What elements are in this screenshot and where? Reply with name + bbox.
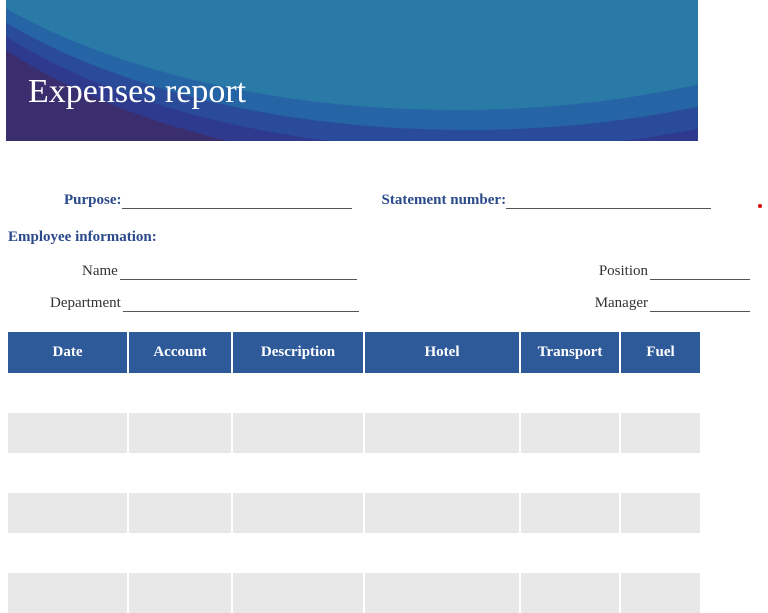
cell[interactable] (620, 573, 700, 613)
cell[interactable] (128, 493, 232, 533)
employee-info-label: Employee information: (8, 229, 760, 246)
cell[interactable] (620, 533, 700, 573)
cell[interactable] (8, 573, 128, 613)
name-field: Name (82, 262, 357, 280)
cell[interactable] (8, 373, 128, 413)
statement-label: Statement number: (382, 192, 507, 209)
position-label: Position (599, 263, 648, 280)
table-body (8, 373, 700, 613)
cell[interactable] (520, 453, 620, 493)
cell[interactable] (620, 413, 700, 453)
cell[interactable] (8, 533, 128, 573)
form-row-dept: Department Manager (8, 294, 760, 312)
cell[interactable] (364, 493, 520, 533)
cell[interactable] (364, 573, 520, 613)
purpose-field: Purpose: (64, 191, 352, 209)
cell[interactable] (232, 573, 364, 613)
name-label: Name (82, 263, 118, 280)
form-area: Purpose: Statement number: Employee info… (0, 191, 768, 613)
department-label: Department (50, 295, 121, 312)
cell[interactable] (620, 453, 700, 493)
department-field: Department (50, 294, 359, 312)
table-row (8, 533, 700, 573)
cell[interactable] (364, 453, 520, 493)
cell[interactable] (8, 413, 128, 453)
cell[interactable] (8, 453, 128, 493)
purpose-label: Purpose: (64, 192, 122, 209)
cell[interactable] (520, 373, 620, 413)
cell[interactable] (620, 373, 700, 413)
manager-label: Manager (595, 295, 648, 312)
cell[interactable] (128, 453, 232, 493)
report-banner: Expenses report (6, 0, 698, 141)
position-input-line[interactable] (650, 262, 750, 280)
department-input-line[interactable] (123, 294, 359, 312)
name-input-line[interactable] (120, 262, 357, 280)
cell[interactable] (8, 493, 128, 533)
cell[interactable] (620, 493, 700, 533)
cell[interactable] (364, 373, 520, 413)
report-title: Expenses report (28, 73, 246, 111)
cell[interactable] (232, 373, 364, 413)
cell[interactable] (520, 493, 620, 533)
form-row-name: Name Position (8, 262, 760, 280)
table-row (8, 413, 700, 453)
cell[interactable] (232, 493, 364, 533)
statement-input-line[interactable] (506, 191, 711, 209)
form-row-top: Purpose: Statement number: (8, 191, 760, 209)
col-account: Account (128, 332, 232, 373)
col-description: Description (232, 332, 364, 373)
table-row (8, 573, 700, 613)
cell[interactable] (232, 533, 364, 573)
cell[interactable] (364, 533, 520, 573)
col-transport: Transport (520, 332, 620, 373)
marker-dot (758, 204, 762, 208)
position-field: Position (599, 262, 750, 280)
cell[interactable] (232, 413, 364, 453)
col-hotel: Hotel (364, 332, 520, 373)
cell[interactable] (128, 373, 232, 413)
table-row (8, 493, 700, 533)
cell[interactable] (520, 533, 620, 573)
table-row (8, 373, 700, 413)
expense-table: Date Account Description Hotel Transport… (8, 332, 700, 613)
cell[interactable] (364, 413, 520, 453)
manager-input-line[interactable] (650, 294, 750, 312)
cell[interactable] (128, 573, 232, 613)
table-row (8, 453, 700, 493)
col-date: Date (8, 332, 128, 373)
table-header: Date Account Description Hotel Transport… (8, 332, 700, 373)
statement-field: Statement number: (382, 191, 712, 209)
cell[interactable] (520, 573, 620, 613)
cell[interactable] (128, 413, 232, 453)
cell[interactable] (128, 533, 232, 573)
cell[interactable] (520, 413, 620, 453)
purpose-input-line[interactable] (122, 191, 352, 209)
cell[interactable] (232, 453, 364, 493)
col-fuel: Fuel (620, 332, 700, 373)
manager-field: Manager (595, 294, 750, 312)
